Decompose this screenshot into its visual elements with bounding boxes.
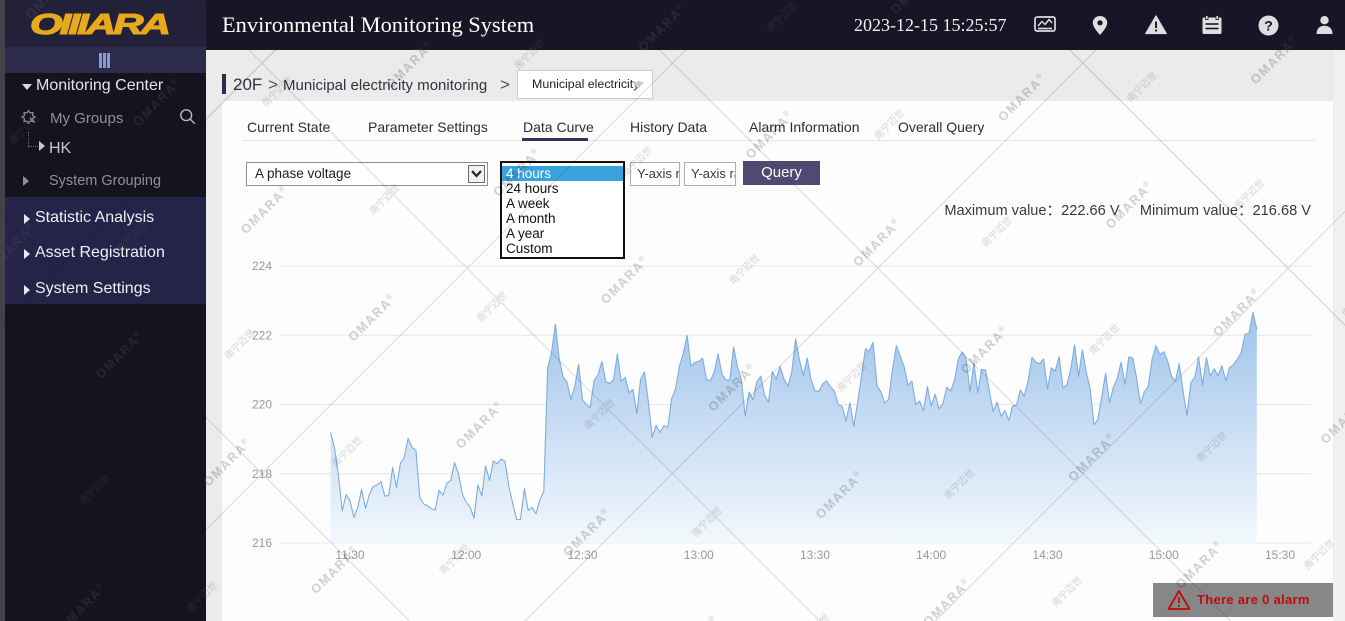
svg-text:13:00: 13:00 bbox=[684, 548, 714, 562]
svg-text:216: 216 bbox=[252, 536, 272, 550]
svg-text:11:30: 11:30 bbox=[335, 548, 364, 562]
svg-text:12:30: 12:30 bbox=[567, 548, 597, 562]
svg-text:12:00: 12:00 bbox=[451, 548, 481, 562]
svg-text:220: 220 bbox=[252, 398, 272, 412]
svg-text:15:00: 15:00 bbox=[1149, 548, 1179, 562]
svg-text:218: 218 bbox=[252, 467, 272, 481]
svg-text:13:30: 13:30 bbox=[800, 548, 830, 562]
svg-text:14:00: 14:00 bbox=[916, 548, 946, 562]
svg-text:15:30: 15:30 bbox=[1265, 548, 1295, 562]
svg-text:222: 222 bbox=[252, 328, 272, 342]
svg-text:14:30: 14:30 bbox=[1032, 548, 1062, 562]
svg-text:224: 224 bbox=[252, 259, 272, 273]
